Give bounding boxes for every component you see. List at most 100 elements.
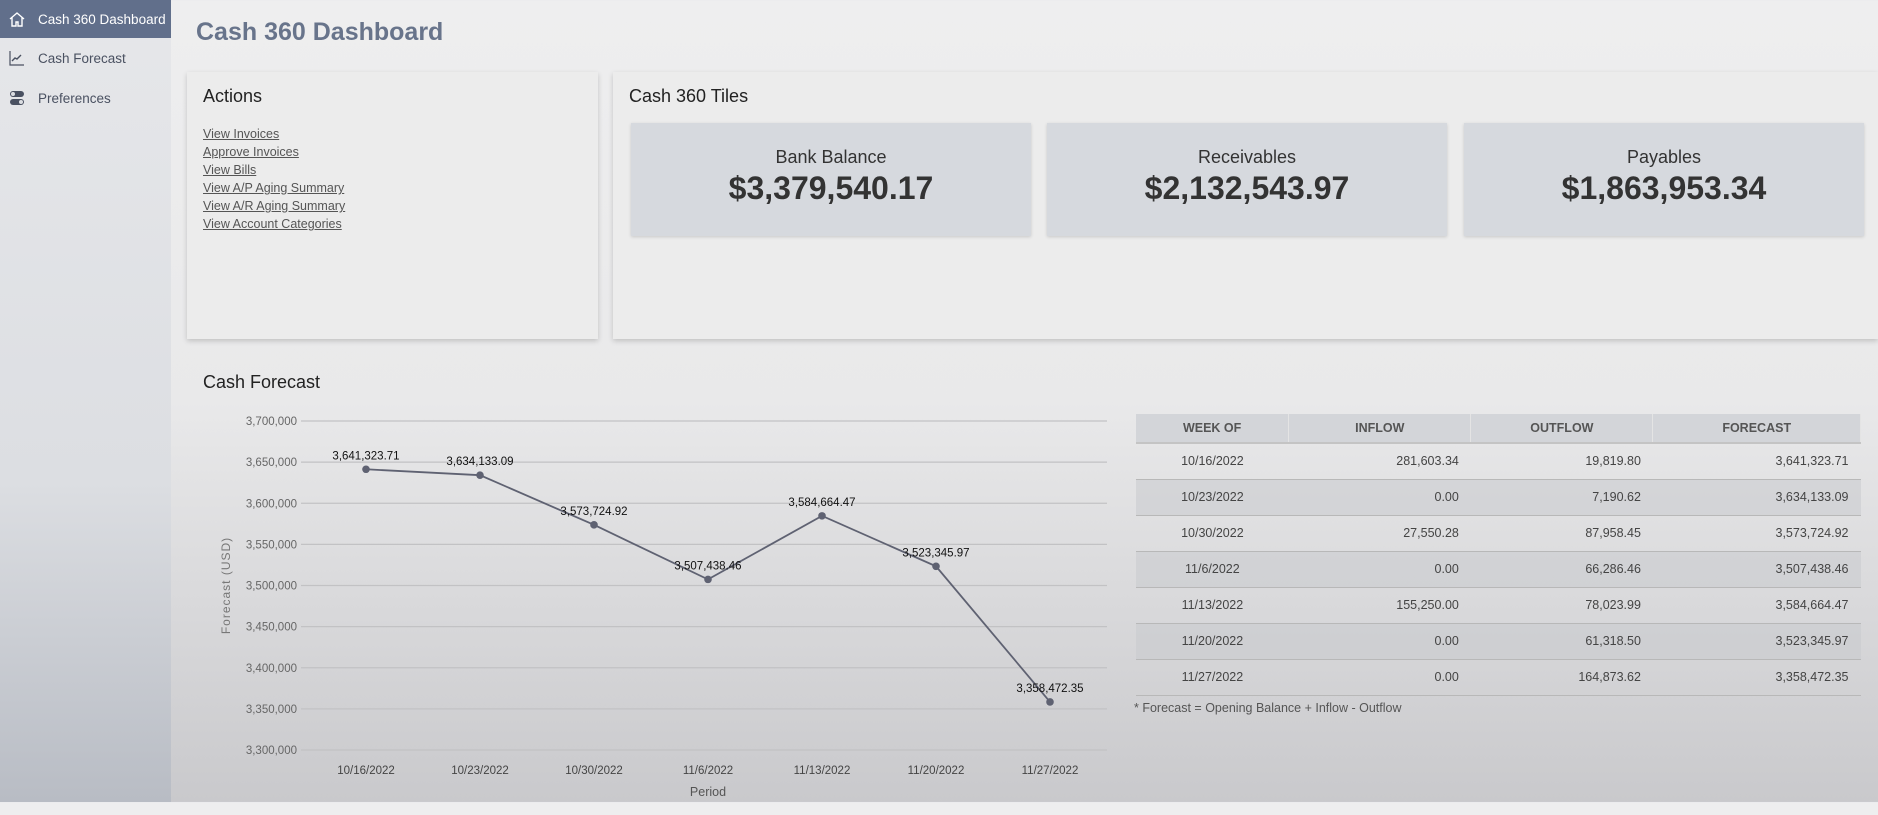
column-header: INFLOW (1288, 414, 1472, 444)
table-row: 10/16/2022 281,603.34 19,819.80 3,641,323.7… (1136, 443, 1861, 480)
table-cell: 0.00 (1288, 551, 1471, 588)
y-tick-label: 3,600,000 (246, 498, 297, 510)
table-cell: 7,190.62 (1470, 479, 1653, 516)
data-label: 3,641,323.71 (332, 450, 399, 462)
tile-label: Bank Balance (775, 147, 887, 167)
sidebar-item-label: Cash Forecast (38, 50, 126, 66)
data-point (590, 521, 598, 529)
table-row: 11/27/2022 0.00 164,873.62 3,358,472.35 (1136, 659, 1861, 696)
table-cell: 10/23/2022 (1136, 479, 1289, 516)
tile-value: $1,863,953.34 (1561, 170, 1767, 206)
table-cell: 78,023.99 (1470, 587, 1653, 624)
y-tick-label: 3,550,000 (246, 539, 297, 551)
page-title: Cash 360 Dashboard (196, 18, 444, 46)
tile-value: $3,379,540.17 (728, 170, 934, 206)
sidebar-item-cash-forecast[interactable]: Cash Forecast (0, 38, 171, 78)
x-tick-label: 11/13/2022 (794, 765, 851, 777)
sidebar: Cash 360 Dashboard Cash Forecast Prefere… (0, 0, 171, 802)
table-cell: 3,523,345.97 (1652, 623, 1861, 660)
table-cell: 27,550.28 (1288, 515, 1471, 552)
column-header: WEEK OF (1136, 414, 1290, 444)
data-point (818, 512, 826, 520)
x-tick-label: 11/20/2022 (908, 765, 965, 777)
table-cell: 0.00 (1288, 479, 1471, 516)
tile-value: $2,132,543.97 (1144, 170, 1350, 206)
table-cell: 0.00 (1288, 623, 1471, 660)
sidebar-item-preferences[interactable]: Preferences (0, 78, 171, 118)
sidebar-item-label: Preferences (38, 90, 111, 106)
y-tick-label: 3,500,000 (246, 581, 297, 593)
table-cell: 66,286.46 (1470, 551, 1653, 588)
table-row: 10/23/2022 0.00 7,190.62 3,634,133.09 (1136, 479, 1861, 516)
column-header: OUTFLOW (1470, 414, 1654, 444)
table-cell: 155,250.00 (1288, 587, 1471, 624)
table-cell: 19,819.80 (1470, 443, 1653, 480)
table-cell: 61,318.50 (1470, 623, 1653, 660)
tiles-title: Cash 360 Tiles (629, 86, 749, 106)
table-cell: 3,507,438.46 (1652, 551, 1861, 588)
bank-balance-tile[interactable]: Bank Balance $3,379,540.17 (631, 123, 1031, 236)
data-point (704, 575, 712, 584)
x-tick-label: 10/16/2022 (337, 765, 395, 777)
data-point (932, 562, 940, 571)
table-cell: 10/16/2022 (1136, 443, 1289, 480)
y-tick-label: 3,400,000 (246, 663, 297, 675)
y-tick-label: 3,700,000 (246, 416, 297, 428)
table-cell: 3,584,664.47 (1652, 587, 1861, 624)
approve-invoices-link[interactable]: Approve Invoices (203, 145, 299, 159)
forecast-note: * Forecast = Opening Balance + Inflow - … (1134, 701, 1402, 715)
y-axis-label: Forecast (USD) (219, 537, 233, 634)
table-cell: 10/30/2022 (1136, 515, 1289, 552)
data-label: 3,507,438.46 (674, 560, 741, 572)
tiles-card: Cash 360 Tiles Bank Balance $3,379,540.1… (613, 72, 1878, 339)
x-tick-label: 11/27/2022 (1022, 765, 1079, 777)
view-ar-aging-link[interactable]: View A/R Aging Summary (203, 199, 346, 213)
table-cell: 3,641,323.71 (1652, 443, 1861, 480)
table-cell: 3,358,472.35 (1652, 659, 1861, 696)
forecast-title: Cash Forecast (203, 372, 321, 392)
column-header: FORECAST (1652, 414, 1861, 444)
y-tick-label: 3,650,000 (246, 457, 297, 469)
table-row: 10/30/2022 27,550.28 87,958.45 3,573,724.92 (1136, 515, 1861, 552)
actions-title: Actions (203, 86, 263, 106)
line-chart-icon (9, 51, 24, 66)
tile-label: Receivables (1197, 147, 1297, 167)
data-point (1046, 698, 1054, 706)
toggles-icon (10, 91, 24, 105)
table-row: 11/6/2022 0.00 66,286.46 3,507,438.46 (1136, 551, 1861, 588)
view-bills-link[interactable]: View Bills (203, 163, 257, 177)
table-cell: 3,573,724.92 (1652, 515, 1861, 552)
table-cell: 87,958.45 (1470, 515, 1653, 552)
table-cell: 3,634,133.09 (1652, 479, 1861, 516)
data-label: 3,523,345.97 (902, 547, 969, 559)
table-cell: 11/13/2022 (1136, 587, 1289, 624)
y-tick-label: 3,300,000 (246, 745, 297, 757)
tile-label: Payables (1626, 147, 1702, 167)
table-cell: 281,603.34 (1288, 443, 1471, 480)
table-cell: 0.00 (1288, 659, 1471, 696)
data-label: 3,573,724.92 (560, 506, 627, 518)
view-invoices-link[interactable]: View Invoices (203, 127, 280, 141)
cash-forecast-panel: Cash Forecast 3,300,000 3,350,000 3,400,00… (187, 355, 1878, 815)
data-label: 3,634,133.09 (446, 456, 513, 468)
x-tick-label: 10/23/2022 (451, 765, 509, 777)
data-point (476, 471, 484, 479)
table-row: 11/20/2022 0.00 61,318.50 3,523,345.97 (1136, 623, 1861, 660)
actions-card: Actions View Invoices Approve Invoices V… (187, 72, 598, 339)
x-tick-label: 11/6/2022 (683, 765, 733, 777)
data-label: 3,358,472.35 (1016, 683, 1083, 695)
y-tick-label: 3,450,000 (246, 622, 297, 634)
sidebar-item-cash-360-dashboard[interactable]: Cash 360 Dashboard (0, 0, 171, 38)
sidebar-item-label: Cash 360 Dashboard (38, 11, 166, 27)
receivables-tile[interactable]: Receivables $2,132,543.97 (1047, 123, 1447, 236)
view-ap-aging-link[interactable]: View A/P Aging Summary (203, 181, 345, 195)
table-cell: 164,873.62 (1470, 659, 1653, 696)
forecast-line-chart: 3,300,000 3,350,000 3,400,000 3,450,000 3,50… (219, 416, 1107, 799)
view-account-categories-link[interactable]: View Account Categories (203, 217, 342, 231)
y-tick-label: 3,350,000 (246, 704, 297, 716)
forecast-table: WEEK OF INFLOW OUTFLOW FORECAST 10/16/2022 2… (1136, 414, 1861, 696)
payables-tile[interactable]: Payables $1,863,953.34 (1464, 123, 1864, 236)
home-icon (9, 12, 25, 27)
x-tick-label: 10/30/2022 (565, 765, 623, 777)
table-row: 11/13/2022 155,250.00 78,023.99 3,584,664.4… (1136, 587, 1861, 624)
